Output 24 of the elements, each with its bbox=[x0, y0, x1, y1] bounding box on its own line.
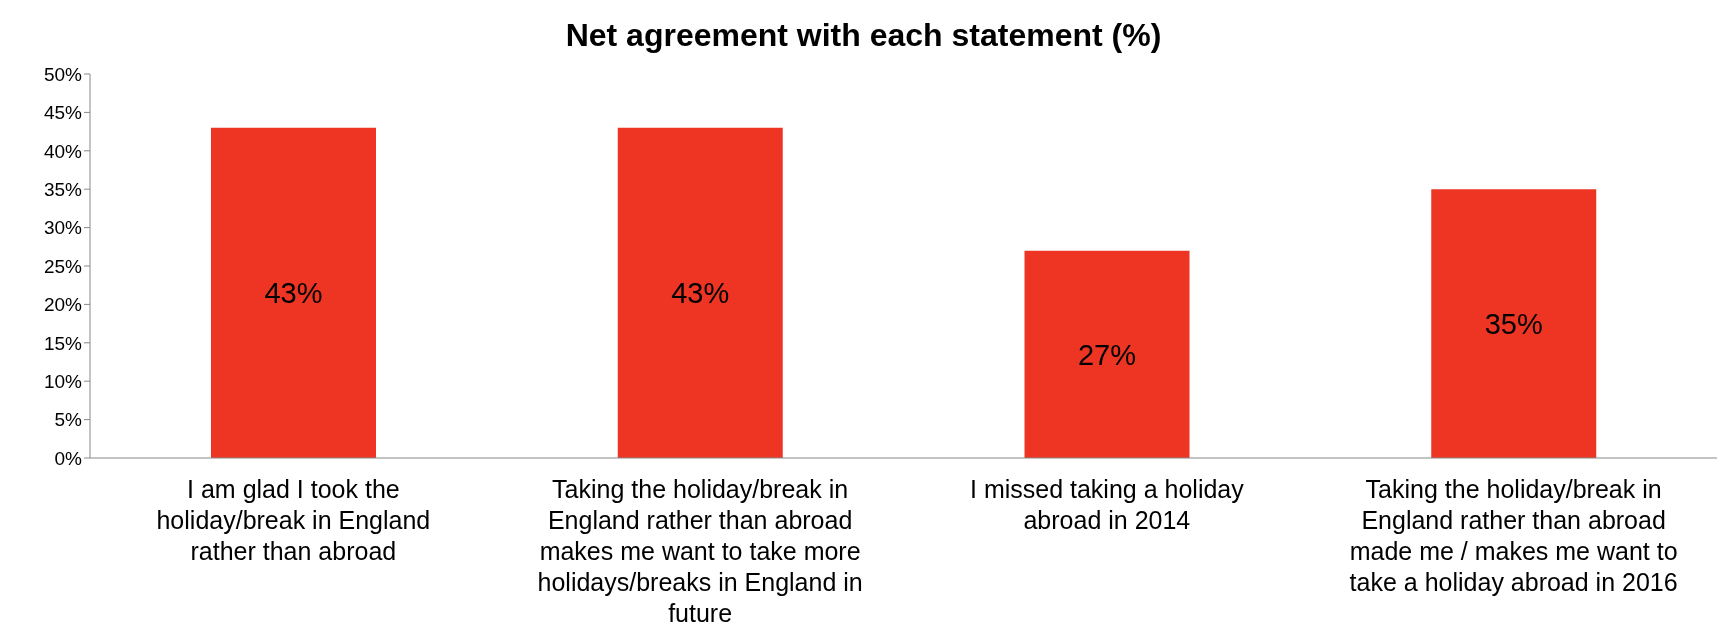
x-tick-label: I missed taking a holiday abroad in 2014 bbox=[969, 475, 1245, 534]
y-tick-label: 50% bbox=[43, 63, 83, 85]
x-tick-label: Taking the holiday/break in England rather than abroad made me / makes me want to take a holiday abroad in 2016 bbox=[1349, 475, 1678, 596]
y-tick-label: 5% bbox=[54, 409, 83, 431]
y-tick-label: 20% bbox=[43, 294, 83, 316]
data-label: 43% bbox=[264, 277, 323, 310]
y-tick-label: 40% bbox=[43, 140, 83, 162]
chart-title: Net agreement with each statement (%) bbox=[564, 16, 1163, 55]
bar bbox=[211, 127, 376, 458]
data-label: 43% bbox=[671, 277, 730, 310]
y-tick-label: 30% bbox=[43, 217, 83, 239]
y-tick-label: 15% bbox=[43, 332, 83, 354]
x-tick-label: Taking the holiday/break in England rather than abroad makes me want to take more holidays/breaks in England in future bbox=[537, 475, 863, 627]
x-tick-label: I am glad I took the holiday/break in England rather than abroad bbox=[156, 475, 431, 565]
bar bbox=[1024, 250, 1190, 458]
y-tick-label: 10% bbox=[43, 370, 83, 392]
data-label: 27% bbox=[1077, 338, 1137, 371]
y-tick-label: 0% bbox=[54, 447, 83, 469]
bar bbox=[1431, 189, 1597, 458]
y-tick-label: 45% bbox=[43, 102, 83, 124]
data-label: 35% bbox=[1484, 307, 1543, 340]
y-tick-label: 35% bbox=[43, 178, 83, 200]
bar bbox=[617, 127, 783, 458]
y-tick-label: 25% bbox=[43, 255, 83, 277]
